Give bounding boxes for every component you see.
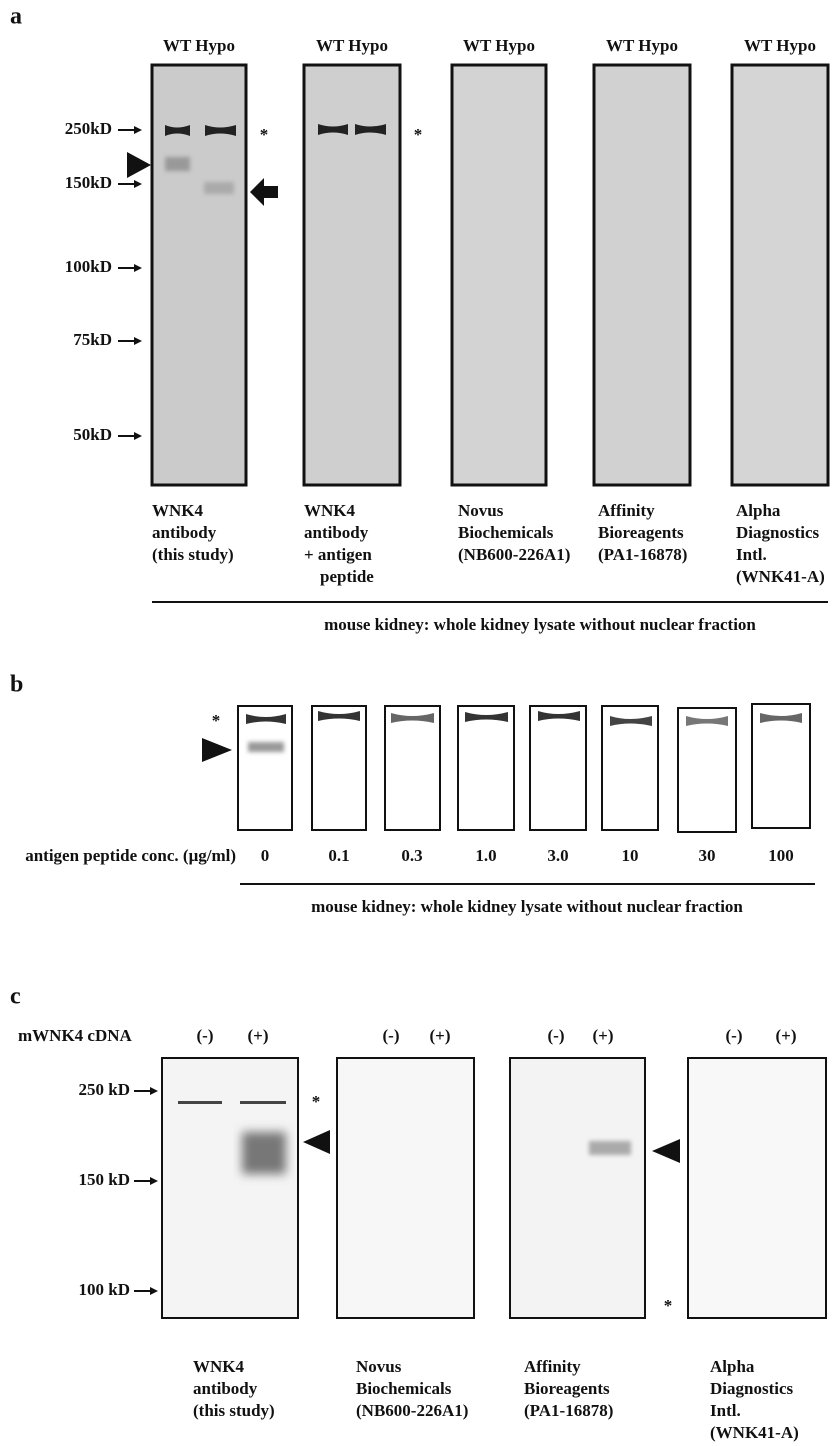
concentration: 100 (768, 846, 794, 865)
lane-label: (+) (429, 1026, 450, 1045)
panel-label: a (10, 4, 22, 30)
caption: Alpha (710, 1357, 755, 1376)
lane-header: WT Hypo (463, 36, 535, 55)
caption: Diagnostics (710, 1379, 794, 1398)
footer: mouse kidney: whole kidney lysate withou… (324, 615, 756, 634)
caption: WNK4 (152, 501, 204, 520)
caption: Affinity (598, 501, 655, 520)
caption: Diagnostics (736, 523, 820, 542)
lane-header: WT Hypo (744, 36, 816, 55)
lane-header: WT Hypo (606, 36, 678, 55)
caption: WNK4 (304, 501, 356, 520)
caption: Intl. (736, 545, 767, 564)
concentration: 10 (622, 846, 639, 865)
panel-label: c (10, 984, 21, 1010)
lane-label: (+) (775, 1026, 796, 1045)
caption: (WNK41-A) (736, 567, 825, 586)
caption: antibody (304, 523, 369, 542)
lane-label: (+) (592, 1026, 613, 1045)
blots-c (162, 1058, 826, 1318)
arrow-head (150, 1287, 158, 1295)
lane-label: (-) (548, 1026, 565, 1045)
caption: Intl. (710, 1401, 741, 1420)
caption: peptide (320, 567, 374, 586)
lane-label: (+) (247, 1026, 268, 1045)
concentration: 30 (699, 846, 716, 865)
asterisk: * (312, 1092, 321, 1111)
caption: Affinity (524, 1357, 581, 1376)
marker: 250kD (65, 119, 112, 138)
arrow-head (134, 264, 142, 272)
caption: + antigen (304, 545, 372, 564)
lane-label: (-) (726, 1026, 743, 1045)
asterisk: * (664, 1296, 673, 1315)
concentration: 0.1 (328, 846, 349, 865)
caption: Biochemicals (458, 523, 554, 542)
arrow-head (150, 1177, 158, 1185)
caption: Novus (356, 1357, 402, 1376)
asterisk: * (212, 711, 221, 730)
lane-label: (-) (197, 1026, 214, 1045)
marker: 75kD (73, 330, 112, 349)
caption: Alpha (736, 501, 781, 520)
caption: (this study) (152, 545, 234, 564)
marker: 100kD (65, 257, 112, 276)
row-label: mWNK4 cDNA (18, 1026, 133, 1045)
lane-label: (-) (383, 1026, 400, 1045)
caption: (WNK41-A) (710, 1423, 799, 1442)
arrow-head (134, 180, 142, 188)
caption: Biochemicals (356, 1379, 452, 1398)
arrow-head (134, 432, 142, 440)
blots-a (152, 65, 828, 485)
footer: mouse kidney: whole kidney lysate withou… (311, 897, 743, 916)
panel-label: b (10, 672, 23, 698)
concentration: 0.3 (401, 846, 422, 865)
arrow-head (134, 337, 142, 345)
asterisk: * (260, 125, 269, 144)
concentration: 3.0 (547, 846, 568, 865)
caption: (NB600-226A1) (356, 1401, 468, 1420)
caption: WNK4 (193, 1357, 245, 1376)
figure: a WT Hypo WT Hypo WT Hypo WT Hypo WT Hypo 250k… (0, 0, 832, 1446)
caption: Bioreagents (598, 523, 684, 542)
lane-header: WT Hypo (316, 36, 388, 55)
concentration: 1.0 (475, 846, 496, 865)
caption: (PA1-16878) (524, 1401, 613, 1420)
caption: (NB600-226A1) (458, 545, 570, 564)
marker: 250 kD (79, 1080, 130, 1099)
marker: 150kD (65, 173, 112, 192)
caption: Bioreagents (524, 1379, 610, 1398)
caption: antibody (152, 523, 217, 542)
arrow-head (134, 126, 142, 134)
caption: antibody (193, 1379, 258, 1398)
asterisk: * (414, 125, 423, 144)
marker: 50kD (73, 425, 112, 444)
caption: Novus (458, 501, 504, 520)
caption: (this study) (193, 1401, 275, 1420)
arrow-head (150, 1087, 158, 1095)
caption: (PA1-16878) (598, 545, 687, 564)
concentration: 0 (261, 846, 270, 865)
row-label: antigen peptide conc. (μg/ml) (25, 846, 236, 865)
lane-header: WT Hypo (163, 36, 235, 55)
marker: 100 kD (79, 1280, 130, 1299)
marker: 150 kD (79, 1170, 130, 1189)
